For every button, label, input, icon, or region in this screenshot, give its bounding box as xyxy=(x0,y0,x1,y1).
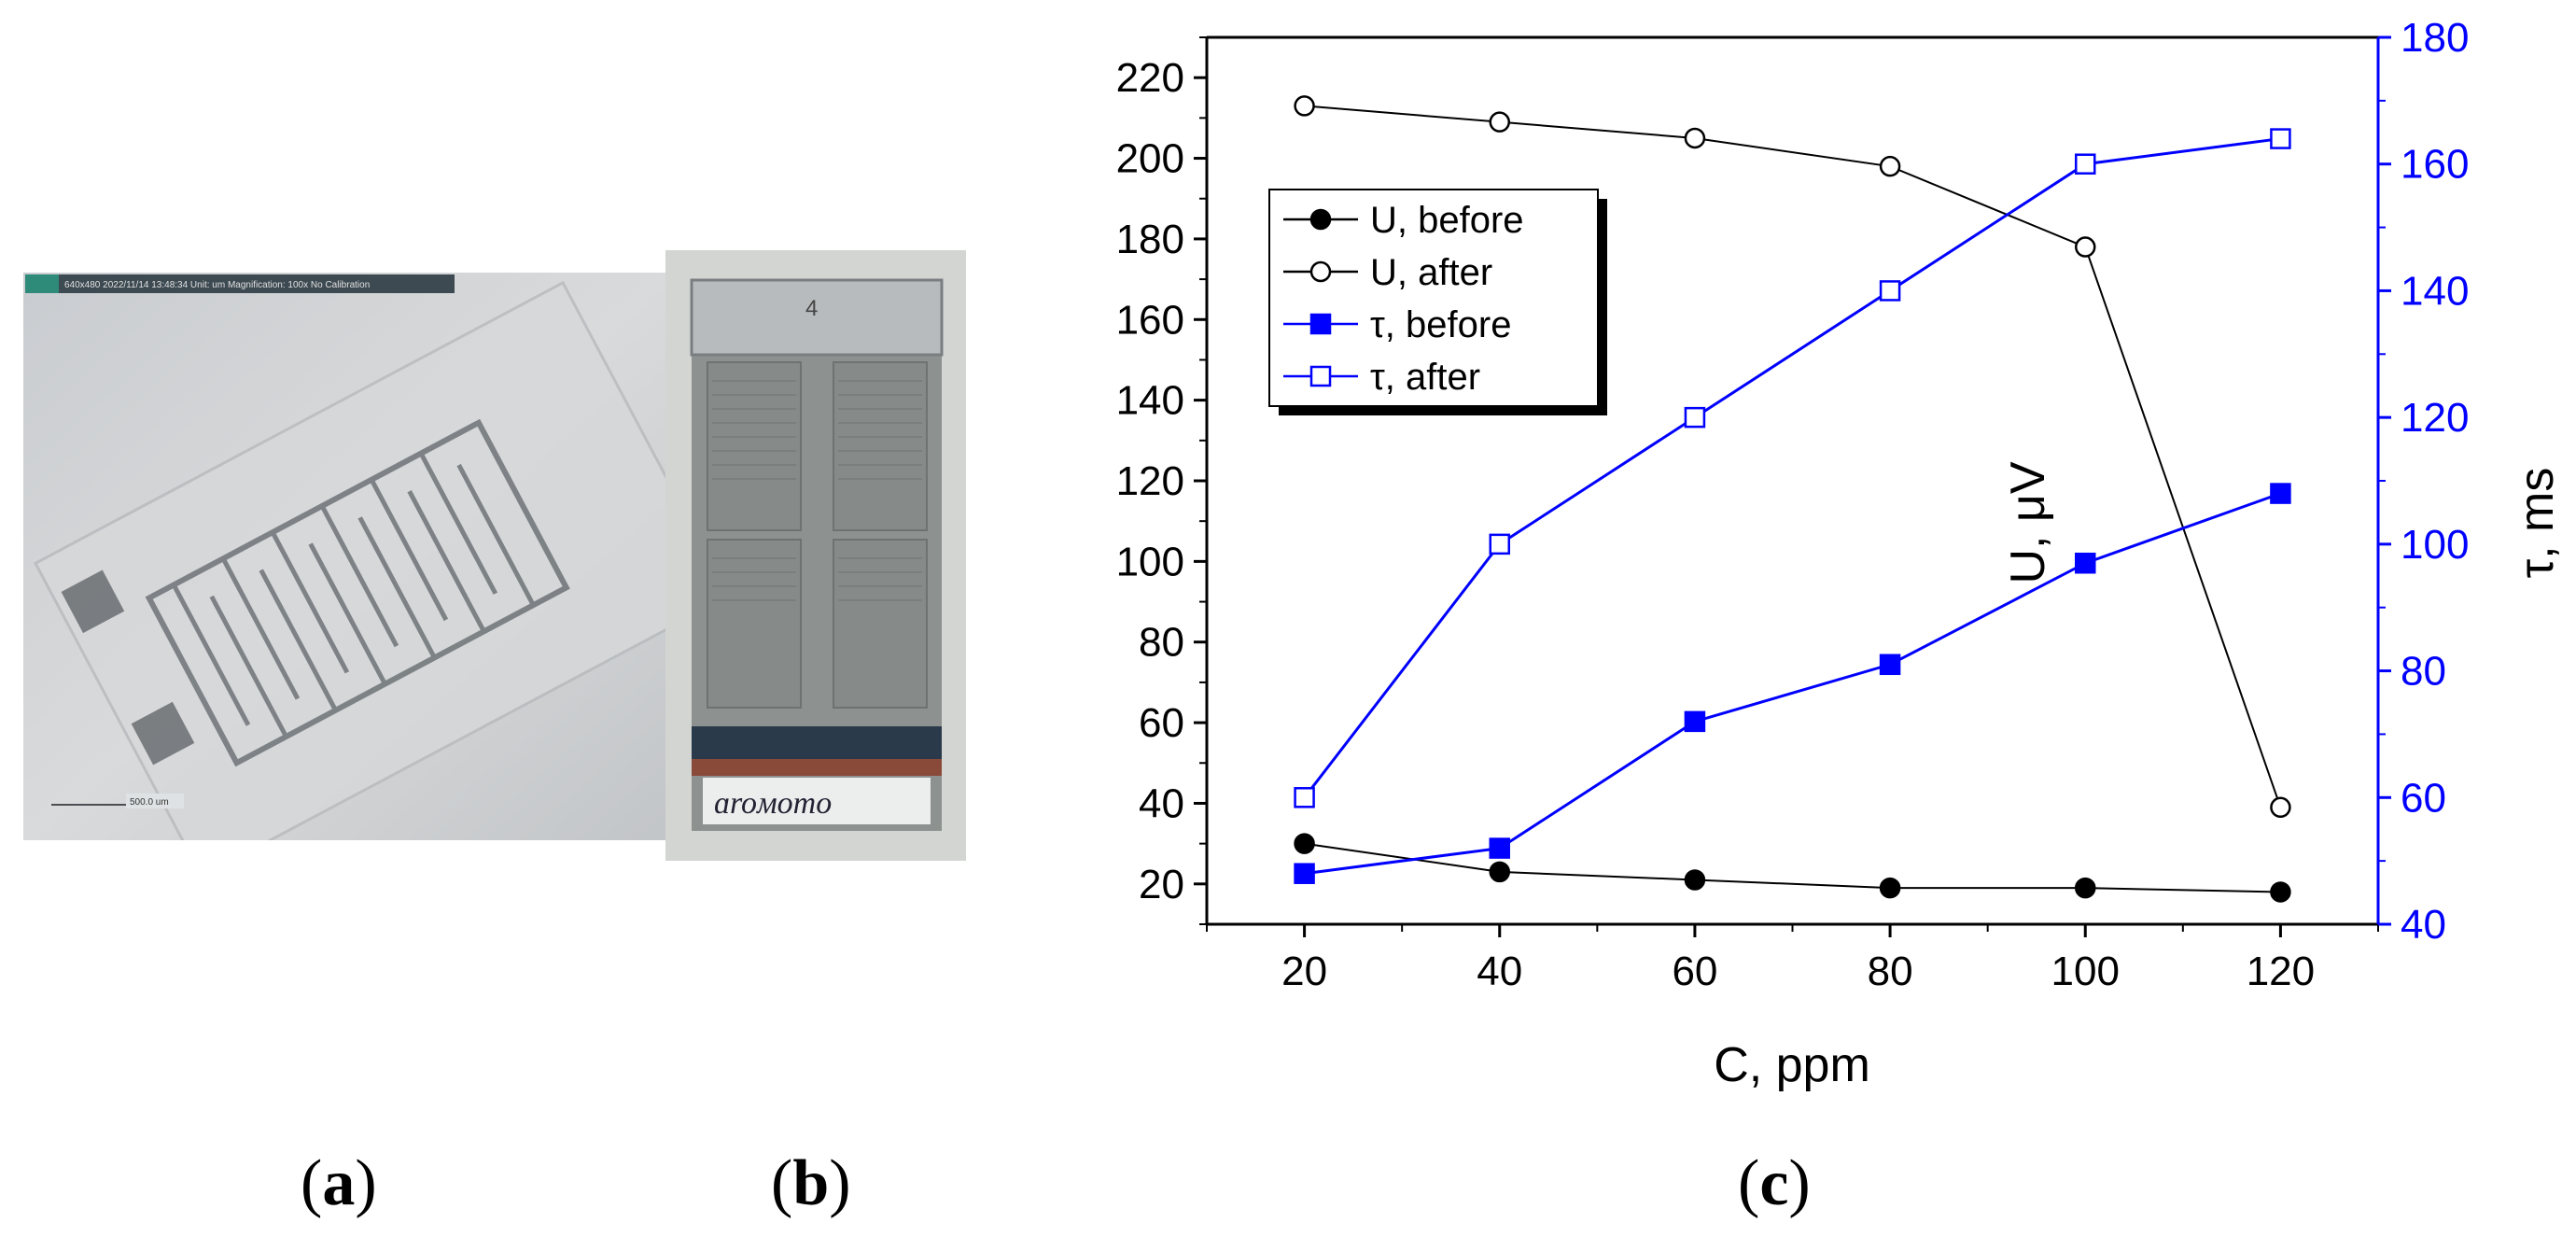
series-1-point xyxy=(1879,877,1901,899)
series-2-point xyxy=(1489,111,1510,133)
series-4-point xyxy=(2270,128,2291,149)
y-tick-label: 160 xyxy=(1116,297,1184,343)
y-tick-label: 80 xyxy=(1139,620,1184,666)
x-tick-label: 60 xyxy=(1672,949,1717,994)
series-3-point xyxy=(1294,863,1315,884)
series-4-point xyxy=(1684,406,1706,429)
y-tick-label: 120 xyxy=(1116,458,1184,504)
chart-c: 20 40 60 80 100 120 2040608010012014016018020… xyxy=(1116,15,2564,1092)
series-2-point xyxy=(1879,155,1901,177)
y2-tick-label: 120 xyxy=(2401,395,2469,441)
series-3-point xyxy=(1879,654,1901,676)
series-4-point xyxy=(1294,787,1315,808)
y-tick-label: 140 xyxy=(1116,378,1184,424)
series-1-point xyxy=(1684,869,1706,891)
series-3-point xyxy=(2270,483,2291,504)
panel-label-a-letter: a xyxy=(322,1147,356,1219)
series-3-line xyxy=(1304,492,2281,876)
x-tick-label: 80 xyxy=(1868,949,1913,994)
series-4-point xyxy=(1879,280,1901,302)
photo-b-sensor-chip-image: 4 ɑroмomo xyxy=(665,250,966,861)
y2-tick-label: 80 xyxy=(2401,649,2446,695)
y2-tick-labels: 40 60 80 100 120 140 160 180 xyxy=(2401,15,2469,948)
series-4-point xyxy=(2075,153,2096,175)
photo-a-overlay-text: 640x480 2022/11/14 13:48:34 Unit: um Mag… xyxy=(64,280,370,290)
y2-tick-label: 160 xyxy=(2401,142,2469,188)
y2-tick-label: 40 xyxy=(2401,902,2446,948)
y2-tick-label: 180 xyxy=(2401,15,2469,61)
y-tick-label: 180 xyxy=(1116,217,1184,262)
series-4-point xyxy=(1489,533,1510,555)
photo-a-microscope-image: 640x480 2022/11/14 13:48:34 Unit: um Mag… xyxy=(23,273,672,840)
x-tick-label: 120 xyxy=(2247,949,2315,994)
legend-label: U, before xyxy=(1370,200,1524,241)
y-tick-label: 100 xyxy=(1116,539,1184,584)
y-tick-label: 40 xyxy=(1139,780,1184,826)
legend-marker xyxy=(1309,208,1332,231)
series-2-point xyxy=(1684,127,1706,149)
series-3-point xyxy=(1684,710,1706,733)
panel-label-c-letter: c xyxy=(1759,1147,1789,1219)
x-tick-label: 100 xyxy=(2051,949,2120,994)
legend-marker xyxy=(1309,365,1332,387)
legend-label: τ, before xyxy=(1370,304,1511,345)
series-4-line xyxy=(1303,137,2281,799)
series-1-line xyxy=(1304,842,2281,893)
y-axis-label: U, μV xyxy=(2001,461,2055,583)
x-tick-label: 40 xyxy=(1477,949,1522,994)
series-2-point xyxy=(2075,236,2096,258)
series-1-point xyxy=(2270,881,2291,903)
y-tick-label: 220 xyxy=(1116,55,1184,101)
panel-label-a: (a) xyxy=(301,1147,377,1219)
x-tick-labels: 20 40 60 80 100 120 xyxy=(1281,949,2315,994)
legend-marker xyxy=(1309,260,1332,283)
legend-label: U, after xyxy=(1370,252,1492,293)
y2-axis-label: τ, ms xyxy=(2510,468,2564,579)
series-2-line xyxy=(1304,105,2282,808)
series-markers xyxy=(1294,95,2291,903)
y2-tick-label: 100 xyxy=(2401,522,2469,568)
series-3-point xyxy=(1489,837,1510,859)
series-1-point xyxy=(2075,877,2096,899)
series-3-point xyxy=(2075,552,2096,574)
panel-label-b-letter: b xyxy=(792,1147,830,1219)
series-2-point xyxy=(1294,95,1315,117)
photo-b-handwriting: ɑroмomo xyxy=(714,786,832,821)
y-tick-label: 200 xyxy=(1116,136,1184,182)
y-tick-label: 20 xyxy=(1139,862,1184,907)
y-tick-labels: 20 40 60 80 100 120 140 160 180 200 220 xyxy=(1116,55,1184,907)
panel-label-b: (b) xyxy=(771,1147,851,1219)
y2-tick-label: 140 xyxy=(2401,268,2469,314)
photo-a-scale-text: 500.0 um xyxy=(130,797,169,808)
legend-marker xyxy=(1309,313,1332,335)
series-1-point xyxy=(1294,833,1315,854)
series-lines xyxy=(1303,105,2282,893)
legend-label: τ, after xyxy=(1370,357,1480,398)
panel-label-c: (c) xyxy=(1738,1147,1811,1219)
series-1-point xyxy=(1489,861,1510,883)
photo-b-marking: 4 xyxy=(805,296,818,321)
series-2-point xyxy=(2270,796,2291,819)
y2-tick-label: 60 xyxy=(2401,775,2446,821)
x-axis-label: C, ppm xyxy=(1714,1038,1870,1092)
legend: U, before U, after τ, before τ, after xyxy=(1268,189,1607,415)
y-tick-label: 60 xyxy=(1139,700,1184,746)
chart-axes xyxy=(1194,35,2391,937)
x-tick-label: 20 xyxy=(1281,949,1327,994)
